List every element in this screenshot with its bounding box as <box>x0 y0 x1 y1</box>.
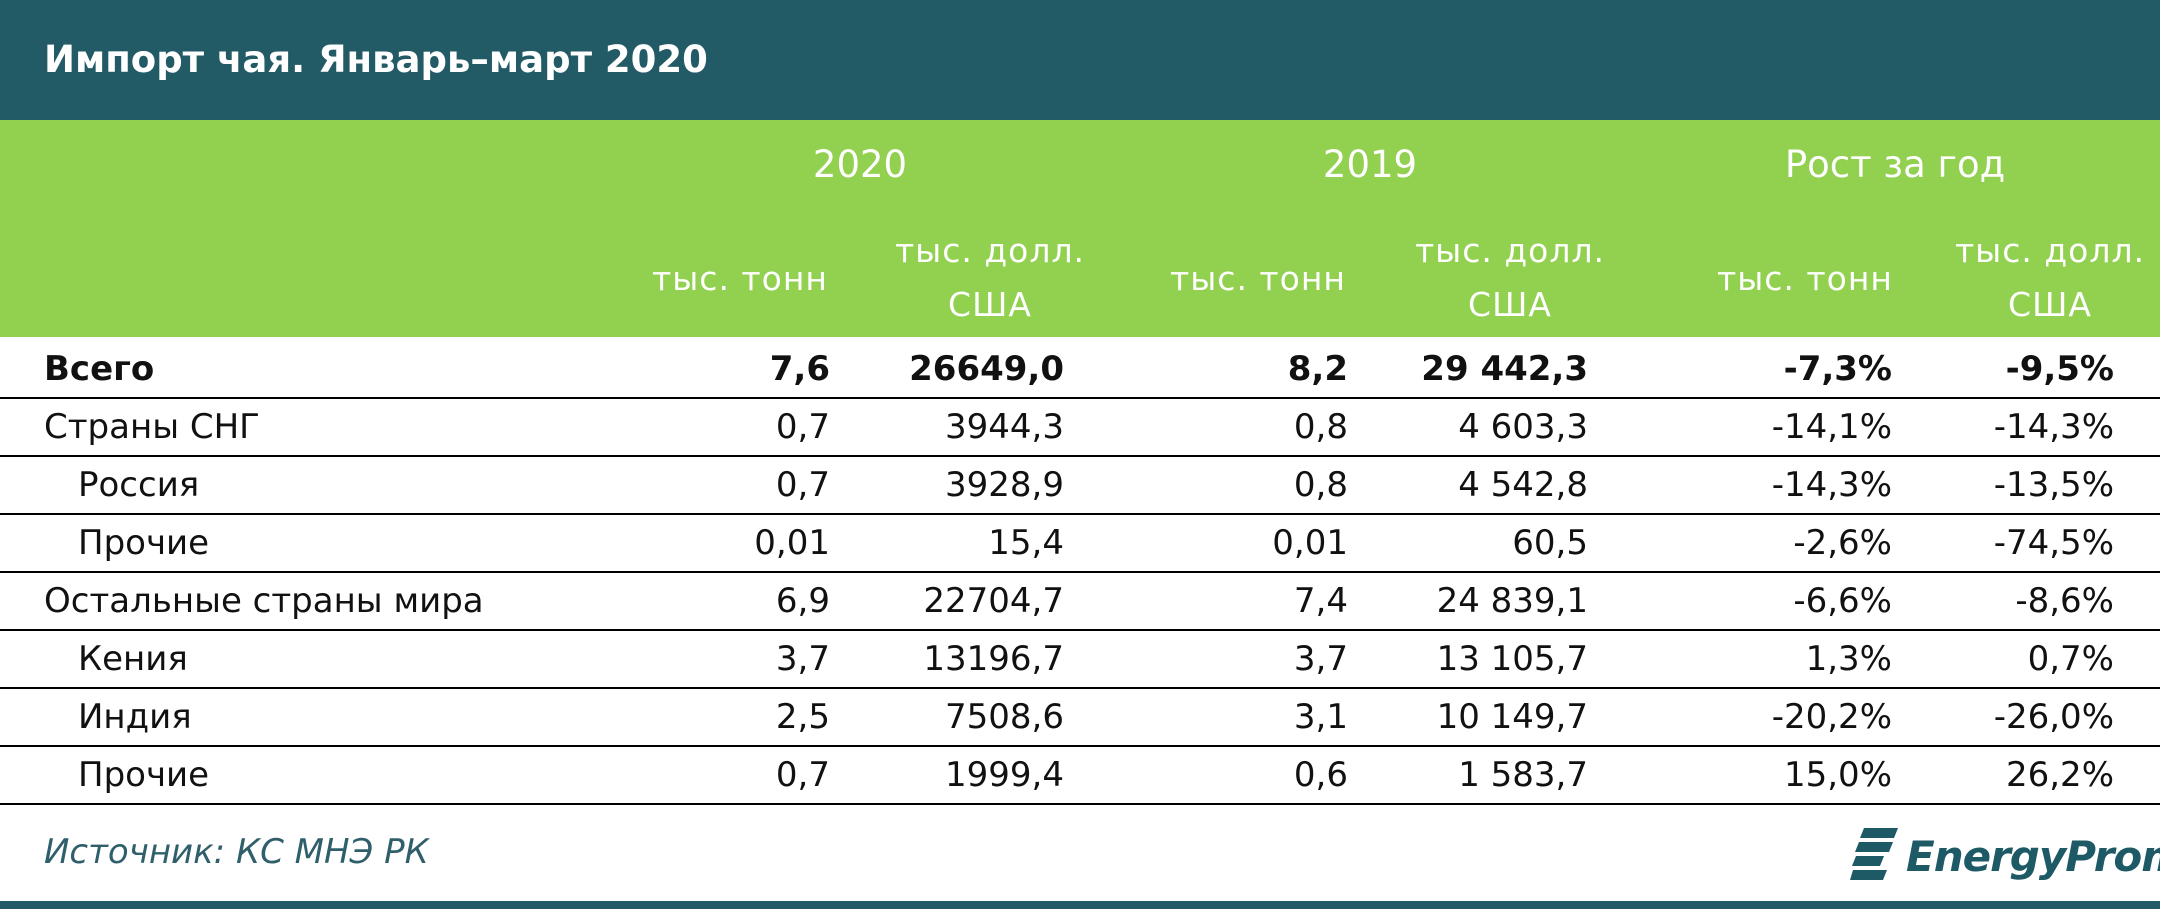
header-year-2019: 2019 <box>1322 143 1418 186</box>
cell-usd-2020: 13196,7 <box>923 639 1064 679</box>
cell-tons-2019: 0,8 <box>1293 407 1348 447</box>
title-bar: Импорт чая. Январь–март 2020 <box>0 0 2160 120</box>
cell-tons-2019: 0,01 <box>1272 523 1348 563</box>
cell-usd-2019: 4 542,8 <box>1458 465 1588 505</box>
header-unit-usd-line2: США <box>2008 285 2092 324</box>
row-label: Кения <box>78 639 188 679</box>
cell-tons-2019: 0,8 <box>1293 465 1348 505</box>
header-unit-usd-line1: тыс. долл. <box>1414 231 1606 270</box>
table-title: Импорт чая. Январь–март 2020 <box>44 38 708 81</box>
table-row: Прочие 0,7 1999,4 0,6 1 583,7 15,0% 26,2… <box>0 747 2160 805</box>
table-row: Индия 2,5 7508,6 3,1 10 149,7 -20,2% -26… <box>0 689 2160 747</box>
row-label: Прочие <box>78 755 210 795</box>
row-label: Страны СНГ <box>44 407 260 447</box>
cell-growth-usd: 0,7% <box>2027 639 2114 679</box>
cell-usd-2020: 7508,6 <box>945 697 1064 737</box>
row-label: Россия <box>78 465 200 505</box>
header-unit-usd-line2: США <box>948 285 1032 324</box>
cell-growth-usd: -13,5% <box>1993 465 2114 505</box>
energyprom-logo: EnergyProm <box>1850 826 2160 886</box>
row-label: Индия <box>78 697 192 737</box>
header-unit-tons-growth: тыс. тонн <box>1717 259 1893 298</box>
cell-usd-2020: 3928,9 <box>945 465 1064 505</box>
cell-growth-usd: -26,0% <box>1993 697 2114 737</box>
cell-tons-2020: 2,5 <box>775 697 830 737</box>
cell-tons-2019: 7,4 <box>1293 581 1348 621</box>
cell-growth-tons: 15,0% <box>1783 755 1892 795</box>
header-unit-usd-2019: тыс. долл. США <box>1400 224 1620 332</box>
cell-growth-usd: -14,3% <box>1993 407 2114 447</box>
bottom-bar <box>0 901 2160 909</box>
header-unit-usd-line1: тыс. долл. <box>1954 231 2146 270</box>
table-row: Россия 0,7 3928,9 0,8 4 542,8 -14,3% -13… <box>0 457 2160 515</box>
cell-growth-tons: 1,3% <box>1805 639 1892 679</box>
energyprom-logo-icon <box>1850 828 1898 880</box>
cell-tons-2019: 3,7 <box>1293 639 1348 679</box>
cell-tons-2020: 6,9 <box>775 581 830 621</box>
cell-growth-tons: -2,6% <box>1793 523 1892 563</box>
cell-growth-usd: -74,5% <box>1993 523 2114 563</box>
cell-growth-tons: -20,2% <box>1771 697 1892 737</box>
header-unit-usd-2020: тыс. долл. США <box>880 224 1100 332</box>
header-unit-tons-2020: тыс. тонн <box>652 259 828 298</box>
table-row-total: Всего 7,6 26649,0 8,2 29 442,3 -7,3% -9,… <box>0 341 2160 399</box>
header-unit-usd-growth: тыс. долл. США <box>1940 224 2160 332</box>
source-note: Источник: КС МНЭ РК <box>44 832 429 872</box>
cell-usd-2020: 1999,4 <box>945 755 1064 795</box>
cell-usd-2019: 4 603,3 <box>1458 407 1588 447</box>
cell-usd-2020: 15,4 <box>988 523 1064 563</box>
header-unit-usd-line2: США <box>1468 285 1552 324</box>
header-growth: Рост за год <box>1784 143 2006 186</box>
row-label: Всего <box>44 349 155 389</box>
cell-tons-2020: 0,7 <box>775 407 830 447</box>
table-row: Остальные страны мира 6,9 22704,7 7,4 24… <box>0 573 2160 631</box>
cell-usd-2019: 1 583,7 <box>1458 755 1588 795</box>
logo-wordmark: EnergyProm <box>1906 832 2160 881</box>
cell-tons-2020: 0,01 <box>754 523 830 563</box>
cell-usd-2019: 24 839,1 <box>1436 581 1588 621</box>
cell-tons-2019: 8,2 <box>1287 349 1348 389</box>
table-row: Прочие 0,01 15,4 0,01 60,5 -2,6% -74,5% <box>0 515 2160 573</box>
header-unit-usd-line1: тыс. долл. <box>894 231 1086 270</box>
cell-growth-tons: -6,6% <box>1793 581 1892 621</box>
cell-usd-2019: 10 149,7 <box>1436 697 1588 737</box>
cell-growth-tons: -7,3% <box>1783 349 1892 389</box>
cell-usd-2019: 29 442,3 <box>1421 349 1588 389</box>
header-unit-tons-2019: тыс. тонн <box>1170 259 1346 298</box>
cell-tons-2020: 3,7 <box>775 639 830 679</box>
cell-tons-2020: 7,6 <box>769 349 830 389</box>
row-label: Остальные страны мира <box>44 581 484 621</box>
cell-usd-2019: 13 105,7 <box>1436 639 1588 679</box>
cell-tons-2020: 0,7 <box>775 465 830 505</box>
table-row: Кения 3,7 13196,7 3,7 13 105,7 1,3% 0,7% <box>0 631 2160 689</box>
cell-growth-usd: -8,6% <box>2015 581 2114 621</box>
cell-usd-2020: 3944,3 <box>945 407 1064 447</box>
header-year-2020: 2020 <box>812 143 908 186</box>
cell-tons-2019: 3,1 <box>1293 697 1348 737</box>
cell-usd-2020: 22704,7 <box>923 581 1064 621</box>
cell-tons-2020: 0,7 <box>775 755 830 795</box>
cell-growth-usd: 26,2% <box>2005 755 2114 795</box>
cell-growth-tons: -14,1% <box>1771 407 1892 447</box>
cell-usd-2019: 60,5 <box>1512 523 1588 563</box>
table-header <box>0 120 2160 337</box>
row-label: Прочие <box>78 523 210 563</box>
table-row: Страны СНГ 0,7 3944,3 0,8 4 603,3 -14,1%… <box>0 399 2160 457</box>
cell-growth-usd: -9,5% <box>2005 349 2114 389</box>
cell-usd-2020: 26649,0 <box>909 349 1064 389</box>
cell-tons-2019: 0,6 <box>1293 755 1348 795</box>
cell-growth-tons: -14,3% <box>1771 465 1892 505</box>
